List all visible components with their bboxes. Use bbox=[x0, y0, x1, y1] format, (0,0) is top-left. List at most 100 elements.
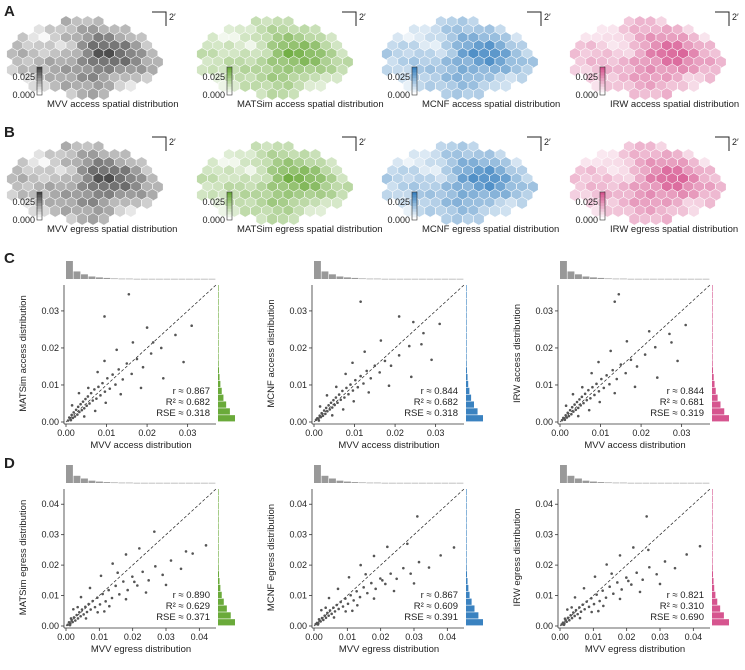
hist-top-bar bbox=[88, 480, 96, 483]
hist-right-bar bbox=[218, 591, 222, 598]
hex-cell bbox=[424, 79, 436, 93]
data-point bbox=[332, 616, 336, 619]
data-point bbox=[317, 618, 321, 621]
stat-rse: RSE ≈ 0.391 bbox=[404, 612, 458, 623]
hex-maps: 0.025 0.000 MVV access spatial distributio… bbox=[6, 11, 739, 235]
data-point bbox=[86, 395, 90, 398]
data-point bbox=[76, 405, 80, 409]
data-point bbox=[107, 588, 110, 592]
data-point bbox=[70, 404, 74, 407]
hist-top-bar bbox=[171, 278, 178, 280]
data-point bbox=[336, 401, 339, 405]
data-point bbox=[327, 404, 330, 407]
hist-top-bar bbox=[642, 482, 650, 484]
data-point bbox=[136, 584, 139, 587]
scatter-d-matsim: 0.00 0.01 0.02 0.03 0.04 0.00 0.01 0.02 0.03 0.04… bbox=[18, 465, 235, 655]
hist-right-bar bbox=[218, 326, 219, 333]
hist-right-bar bbox=[466, 523, 467, 530]
data-point bbox=[572, 611, 575, 614]
x-tick-label: 0.02 bbox=[138, 428, 156, 438]
data-point bbox=[141, 570, 144, 574]
data-point bbox=[98, 603, 102, 606]
data-point bbox=[590, 596, 593, 600]
hex-map-mcnf-access: 0.025 0.000 MCNF access spatial distributi… bbox=[381, 11, 560, 110]
hist-top-bar bbox=[148, 278, 156, 280]
data-point bbox=[566, 608, 569, 611]
colorbar-frame bbox=[36, 66, 43, 96]
hist-right-bar bbox=[712, 326, 713, 333]
colorbar-step bbox=[37, 75, 42, 79]
scale-bar bbox=[715, 11, 730, 26]
x-tick-label: 0.02 bbox=[618, 632, 636, 642]
colorbar-step bbox=[37, 203, 42, 207]
data-point bbox=[389, 572, 392, 575]
map-caption: MCNF access spatial distribution bbox=[422, 99, 560, 110]
y-tick-label: 0.02 bbox=[289, 560, 307, 570]
colorbar-step bbox=[412, 69, 417, 73]
hist-top-bar bbox=[404, 278, 411, 280]
colorbar-step bbox=[37, 89, 42, 93]
colorbar-step bbox=[227, 194, 232, 198]
data-point bbox=[84, 605, 87, 609]
hist-right-bar bbox=[712, 353, 713, 360]
colorbar-step bbox=[37, 67, 42, 70]
data-point bbox=[79, 402, 82, 406]
hist-right-bar bbox=[218, 536, 219, 544]
hist-top-bar bbox=[178, 278, 186, 280]
colorbar-tick-high: 0.025 bbox=[12, 197, 35, 207]
hex-cell bbox=[424, 204, 436, 218]
data-point bbox=[372, 554, 376, 558]
data-point bbox=[103, 359, 106, 363]
hist-right-bar bbox=[712, 367, 714, 374]
data-point bbox=[601, 589, 604, 592]
scale-label: 2′ bbox=[544, 12, 551, 22]
data-point bbox=[330, 612, 333, 616]
colorbar-tick-low: 0.000 bbox=[387, 215, 410, 225]
colorbar-step bbox=[600, 78, 605, 82]
data-point bbox=[364, 572, 367, 576]
data-point bbox=[324, 616, 328, 620]
hist-top-bar bbox=[178, 482, 186, 484]
colorbar-step bbox=[37, 86, 42, 90]
data-point bbox=[617, 292, 621, 296]
data-point bbox=[114, 383, 117, 386]
hist-top-bar bbox=[111, 278, 118, 280]
scale-label: 2′ bbox=[169, 137, 176, 147]
hist-right-bar bbox=[712, 564, 713, 571]
hist-top-bar bbox=[567, 475, 575, 483]
hist-top-bar bbox=[680, 278, 687, 280]
colorbar bbox=[599, 191, 606, 221]
hist-top-bar bbox=[582, 480, 590, 483]
y-axis-label: MATSim access distribution bbox=[18, 295, 29, 412]
data-point bbox=[108, 387, 112, 390]
data-point bbox=[583, 392, 587, 396]
hist-right-bar bbox=[466, 605, 475, 612]
x-tick-label: 0.04 bbox=[685, 632, 703, 642]
data-point bbox=[84, 397, 87, 401]
hist-top-bar bbox=[374, 278, 381, 280]
hist-right-bar bbox=[466, 346, 467, 353]
colorbar-step bbox=[600, 211, 605, 215]
data-point bbox=[130, 372, 133, 376]
data-point bbox=[351, 609, 354, 613]
hist-top-bar bbox=[148, 482, 156, 484]
hist-top-bar bbox=[351, 482, 359, 483]
data-point bbox=[564, 404, 568, 408]
hist-top-bar bbox=[66, 465, 73, 483]
data-point bbox=[95, 397, 98, 400]
hex-cell bbox=[304, 79, 316, 93]
data-point bbox=[580, 385, 584, 389]
data-point bbox=[324, 412, 327, 416]
hist-top-bar bbox=[560, 465, 567, 483]
colorbar bbox=[599, 66, 606, 96]
data-point bbox=[341, 605, 345, 608]
data-point bbox=[82, 613, 85, 616]
hex-cell bbox=[473, 87, 485, 101]
data-point bbox=[119, 392, 123, 396]
data-point bbox=[585, 600, 588, 603]
data-point bbox=[574, 608, 578, 612]
hist-right-bar bbox=[712, 543, 713, 551]
y-axis-label: IRW access distribution bbox=[512, 304, 523, 403]
hist-top-bar bbox=[419, 482, 426, 484]
hex-cell bbox=[661, 87, 673, 101]
